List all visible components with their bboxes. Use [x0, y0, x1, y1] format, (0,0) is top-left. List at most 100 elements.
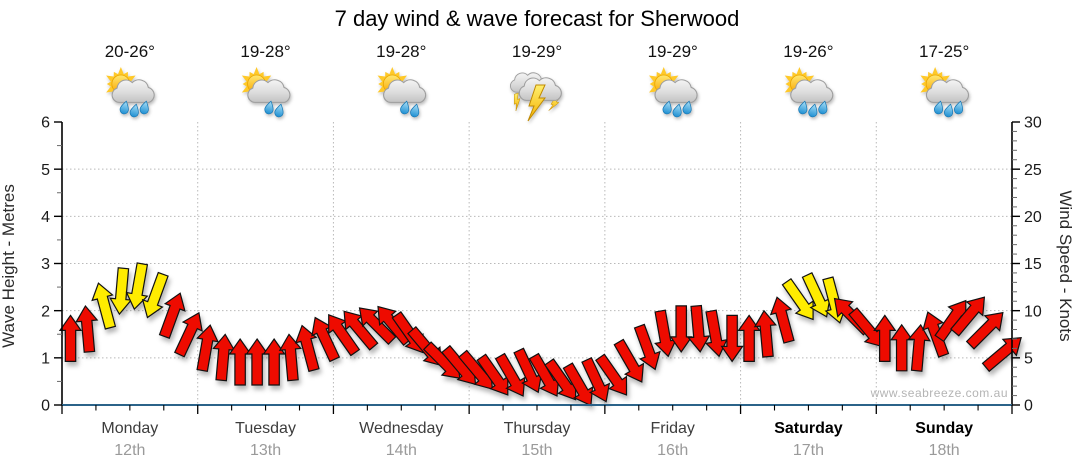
raindrop: [798, 100, 808, 115]
wind-arrow: [595, 353, 628, 396]
wind-arrow: [890, 323, 914, 372]
wind-arrow: [141, 271, 169, 319]
day-name-label: Saturday: [774, 420, 843, 437]
day-name-label: Friday: [650, 420, 695, 437]
watermark: www.seabreeze.com.au: [870, 386, 1008, 400]
raindrop: [119, 100, 129, 115]
tick-label: 4: [41, 209, 50, 226]
temperature-range-label: 19-28°: [240, 42, 291, 61]
day-date-label: 12th: [114, 442, 146, 459]
raindrop: [274, 103, 284, 118]
wind-arrow: [704, 309, 728, 358]
sun-cloud-rain-icon: [106, 67, 155, 118]
wind-arrow: [949, 296, 986, 337]
wind-arrow: [58, 314, 83, 362]
wind-arrow: [377, 305, 413, 347]
wind-arrow: [494, 352, 526, 397]
wind-arrow: [262, 337, 286, 386]
tick-label: 10: [1024, 303, 1042, 320]
weather-icons-row: [106, 67, 969, 122]
wind-arrow: [737, 314, 761, 362]
wind-arrow: [75, 304, 99, 353]
day-date-label: 15th: [521, 442, 553, 459]
temperature-range-label: 19-29°: [647, 42, 698, 61]
raindrop: [672, 103, 682, 118]
raindrop: [139, 100, 149, 115]
temperature-range-label: 20-26°: [104, 42, 155, 61]
sun-cloud-rain-icon: [241, 67, 291, 118]
day-date-label: 16th: [657, 442, 689, 459]
day-name-label: Tuesday: [235, 420, 296, 437]
wind-arrow: [633, 323, 661, 371]
gridlines: [62, 122, 1012, 405]
day-name-label: Sunday: [915, 420, 974, 437]
raindrop: [662, 100, 672, 115]
wind-arrow: [769, 296, 795, 344]
raindrop: [953, 100, 964, 115]
wind-arrow: [91, 282, 117, 330]
wind-arrow: [613, 338, 645, 383]
wind-arrow: [581, 356, 611, 403]
tick-label: 25: [1024, 162, 1042, 179]
temperature-range-label: 19-28°: [376, 42, 427, 61]
temperature-range-label: 19-29°: [511, 42, 563, 61]
lightning-bolt: [514, 92, 521, 111]
raindrop: [933, 100, 944, 115]
tick-label: 20: [1024, 209, 1042, 226]
raindrop: [682, 100, 692, 115]
sun-cloud-rain-icon: [377, 67, 427, 118]
wind-arrow: [358, 307, 397, 345]
storm-icon: [509, 72, 562, 122]
tick-label: 1: [41, 350, 50, 367]
tick-label: 2: [41, 303, 50, 320]
wind-arrow: [669, 305, 693, 353]
wind-arrow: [720, 314, 744, 363]
day-date-label: 13th: [249, 442, 282, 459]
tick-label: 0: [41, 398, 50, 415]
raindrop: [808, 103, 818, 118]
raindrop: [264, 100, 274, 115]
lightning-bolt: [527, 84, 546, 122]
wind-arrow: [173, 311, 203, 358]
raindrop: [400, 100, 410, 115]
day-date-label: 14th: [385, 442, 417, 459]
tick-label: 15: [1024, 256, 1042, 273]
day-name-label: Thursday: [503, 420, 571, 437]
day-name-label: Wednesday: [359, 420, 444, 437]
wind-arrow: [781, 277, 814, 321]
wind-arrow: [687, 304, 711, 353]
day-date-label: 17th: [792, 442, 824, 459]
wind-arrow: [753, 309, 777, 358]
wind-arrow: [158, 292, 186, 339]
raindrop: [410, 103, 420, 118]
wind-arrow: [109, 267, 133, 316]
tick-label: 6: [41, 115, 50, 132]
tick-label: 30: [1024, 115, 1042, 132]
temperature-range-label: 17-25°: [919, 42, 970, 61]
sun-cloud-rain-icon: [920, 67, 969, 118]
wind-arrow: [907, 323, 931, 372]
wind-arrow: [228, 337, 252, 386]
raindrop: [818, 100, 828, 115]
temperature-range-label: 19-26°: [783, 42, 834, 61]
wind-arrow: [245, 337, 269, 386]
raindrop: [943, 103, 954, 118]
wind-arrow: [562, 362, 594, 407]
wind-arrow: [294, 324, 320, 373]
tick-label: 5: [41, 162, 50, 179]
axes: 0 1 2 3 4 5 6 0 5 10 15 20 25 30: [41, 115, 1042, 415]
wind-arrow: [196, 324, 219, 373]
tick-label: 5: [1024, 350, 1033, 367]
wind-arrow: [278, 333, 302, 382]
raindrop: [129, 103, 139, 118]
tick-label: 3: [41, 256, 50, 273]
wind-arrow: [965, 311, 1004, 350]
day-date-label: 18th: [928, 442, 960, 459]
sun-cloud-rain-icon: [648, 67, 698, 118]
chart-title: 7 day wind & wave forecast for Sherwood: [334, 6, 740, 31]
wind-arrow: [873, 314, 897, 362]
wind-arrow: [125, 262, 149, 311]
tick-label: 0: [1024, 398, 1033, 415]
